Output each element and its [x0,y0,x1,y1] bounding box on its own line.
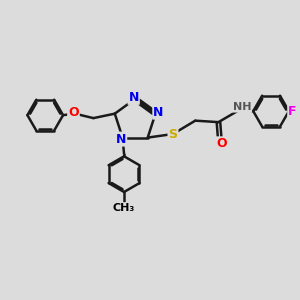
Text: O: O [68,106,79,119]
Text: N: N [116,133,126,146]
Text: O: O [216,137,227,150]
Text: F: F [288,105,297,118]
Text: N: N [128,91,139,104]
Text: N: N [153,106,164,119]
Text: NH: NH [233,102,251,112]
Text: CH₃: CH₃ [113,203,135,213]
Text: S: S [169,128,178,140]
